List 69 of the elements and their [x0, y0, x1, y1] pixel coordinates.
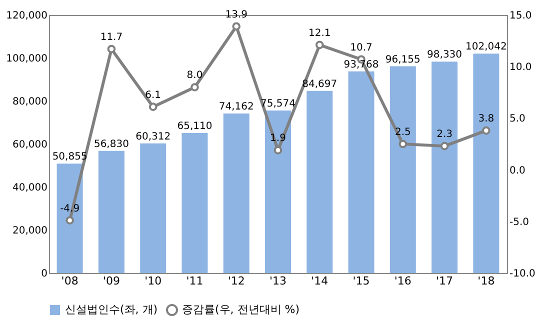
- y-tick-label: 100,000: [6, 54, 48, 64]
- legend-label: 증감률(우, 전년대비 %): [182, 303, 300, 316]
- data-label: 84,697: [302, 78, 338, 90]
- y-tick-label: 0: [41, 268, 48, 280]
- data-label: 11.7: [100, 32, 123, 44]
- x-tick-label: '14: [311, 274, 328, 288]
- bar: [223, 114, 250, 273]
- bar: [390, 66, 416, 273]
- point: [66, 216, 74, 225]
- point: [482, 126, 490, 135]
- x-tick-label: '13: [269, 274, 287, 288]
- point: [440, 142, 449, 150]
- y-tick-label: 60,000: [12, 140, 48, 150]
- x-tick-label: '15: [352, 274, 370, 288]
- x-tick-label: '17: [436, 274, 454, 288]
- data-label: 10.7: [350, 42, 372, 54]
- data-label: 3.8: [478, 114, 494, 125]
- y-tick-label: 80,000: [12, 96, 48, 108]
- x-tick-label: '16: [394, 274, 412, 288]
- y2-tick-label: 10.0: [510, 62, 532, 74]
- data-label: 2.3: [436, 129, 452, 140]
- data-label: 93,768: [344, 59, 379, 70]
- y-tick-label: 120,000: [6, 10, 48, 22]
- bar: [432, 62, 458, 273]
- data-label: 96,155: [385, 54, 420, 66]
- bar: [140, 143, 166, 273]
- x-tick-label: '10: [144, 274, 162, 288]
- x-tick-label: '12: [228, 274, 245, 288]
- point: [148, 102, 158, 112]
- data-label: 1.9: [270, 133, 286, 144]
- data-label: 2.5: [394, 127, 411, 138]
- point: [107, 44, 116, 54]
- data-label: -4.9: [60, 203, 80, 214]
- x-tick-label: '09: [102, 274, 120, 288]
- bar: [306, 90, 333, 273]
- data-label: 50,855: [52, 152, 88, 163]
- bar: [265, 110, 291, 273]
- bar: [56, 164, 83, 273]
- legend-label: 신설법인수(좌, 개): [65, 303, 158, 316]
- data-label: 65,110: [177, 121, 212, 132]
- y-tick-label: 40,000: [12, 182, 48, 194]
- x-tick-label: '18: [478, 274, 495, 288]
- data-label: 13.9: [225, 9, 248, 20]
- data-label: 12.1: [308, 28, 331, 39]
- y2-tick-label: -5.0: [510, 216, 530, 228]
- data-label: 6.1: [145, 90, 162, 101]
- x-tick-label: '11: [186, 274, 204, 288]
- point: [315, 40, 324, 50]
- bar: [473, 54, 500, 273]
- data-label: 98,330: [427, 50, 462, 61]
- point: [274, 146, 282, 154]
- y2-tick-label: 15.0: [510, 10, 532, 22]
- y2-tick-label: 5.0: [510, 114, 526, 125]
- data-label: 60,312: [136, 131, 171, 142]
- x-tick-label: '08: [61, 274, 78, 288]
- data-label: 56,830: [94, 138, 129, 150]
- y-tick-label: 20,000: [12, 226, 48, 236]
- data-label: 102,042: [466, 42, 507, 53]
- data-label: 74,162: [218, 102, 254, 113]
- y2-tick-label: -10.0: [510, 268, 536, 280]
- y2-tick-label: 0.0: [510, 165, 526, 176]
- point: [190, 83, 199, 92]
- point: [398, 140, 408, 148]
- bar: [348, 71, 374, 273]
- data-label: 75,574: [260, 98, 296, 110]
- bar: [98, 150, 124, 273]
- point: [232, 22, 241, 31]
- bar: [182, 133, 208, 273]
- data-label: 8.0: [186, 70, 203, 82]
